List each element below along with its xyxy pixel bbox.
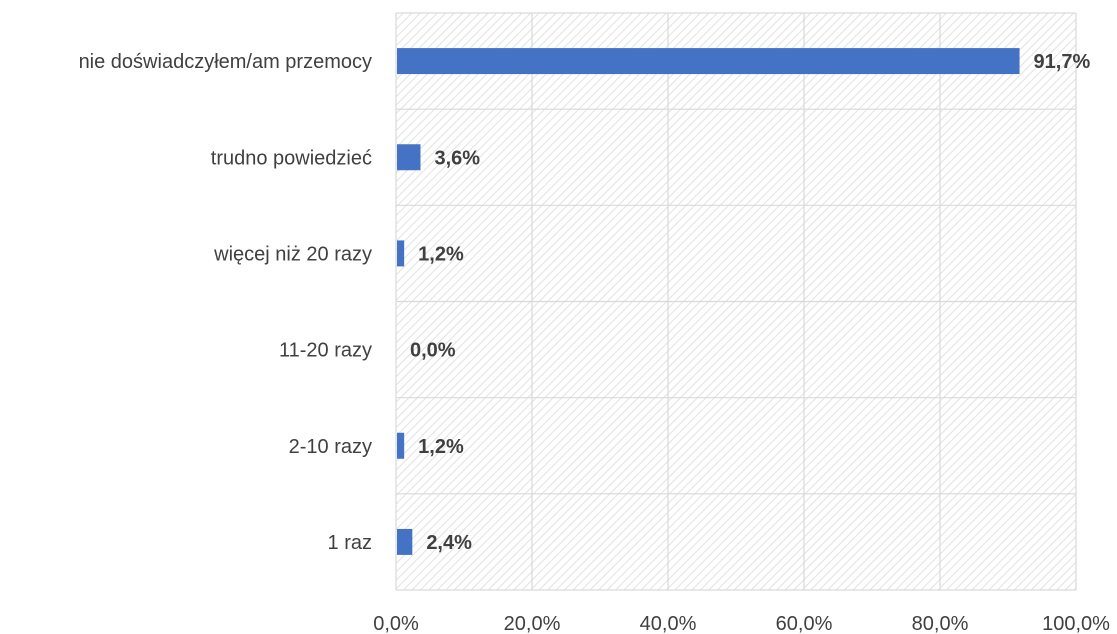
data-label: 1,2% bbox=[418, 436, 464, 458]
category-label: trudno powiedzieć bbox=[211, 147, 372, 169]
bar bbox=[397, 144, 421, 171]
x-tick-label: 0,0% bbox=[373, 613, 419, 634]
gridlines bbox=[395, 12, 1077, 591]
data-label: 0,0% bbox=[410, 340, 456, 362]
bar bbox=[397, 528, 413, 555]
bar bbox=[397, 48, 1020, 75]
data-label: 3,6% bbox=[434, 147, 480, 169]
category-label: 2-10 razy bbox=[289, 436, 372, 458]
bars bbox=[397, 48, 1020, 555]
category-label: więcej niż 20 razy bbox=[213, 243, 372, 265]
category-label: 11-20 razy bbox=[279, 340, 372, 362]
data-label: 91,7% bbox=[1034, 51, 1091, 73]
x-tick-label: 80,0% bbox=[912, 613, 969, 634]
x-tick-label: 60,0% bbox=[776, 613, 833, 634]
bar bbox=[397, 432, 405, 459]
x-axis-tick-labels: 0,0% 20,0% 40,0% 60,0% 80,0% 100,0% bbox=[373, 613, 1110, 634]
data-labels: 91,7% 3,6% 1,2% 0,0% 1,2% 2,4% bbox=[410, 51, 1090, 554]
bar bbox=[397, 240, 405, 267]
category-label: 1 raz bbox=[328, 532, 372, 554]
x-tick-label: 40,0% bbox=[640, 613, 697, 634]
category-label: nie doświadczyłem/am przemocy bbox=[79, 51, 372, 73]
data-label: 1,2% bbox=[418, 243, 464, 265]
category-labels: nie doświadczyłem/am przemocy trudno powi… bbox=[79, 51, 372, 554]
data-label: 2,4% bbox=[426, 532, 472, 554]
x-tick-label: 100,0% bbox=[1042, 613, 1110, 634]
x-tick-label: 20,0% bbox=[504, 613, 561, 634]
